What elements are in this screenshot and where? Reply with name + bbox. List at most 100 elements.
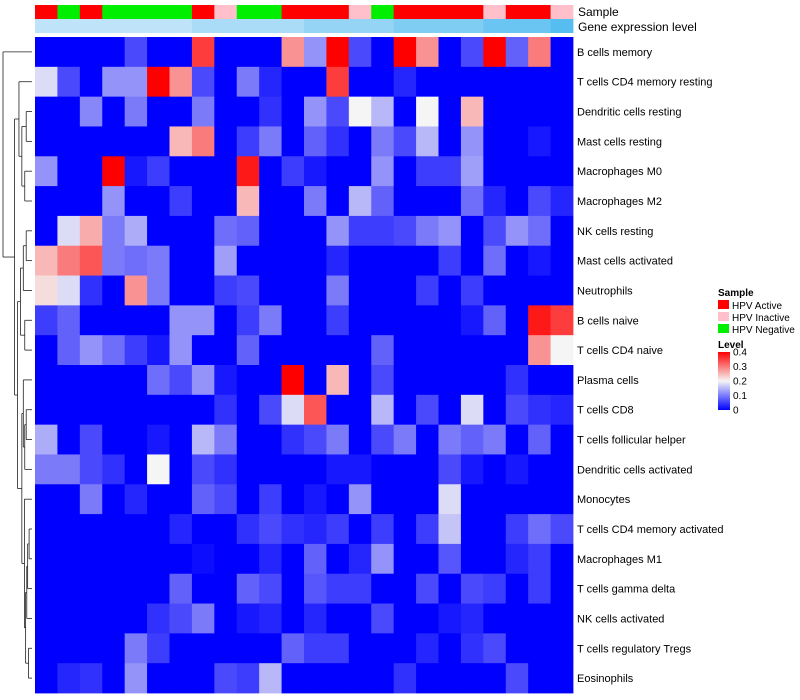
- heatmap-cell: [438, 484, 462, 515]
- heatmap-cell: [460, 514, 484, 545]
- heatmap-cell: [371, 66, 395, 98]
- heatmap-cell: [147, 66, 170, 98]
- heatmap-cell: [191, 573, 215, 604]
- heatmap-cell: [326, 663, 350, 694]
- heatmap-cell: [393, 663, 417, 694]
- heatmap-cell: [348, 96, 372, 127]
- heatmap-cell: [371, 335, 395, 366]
- heatmap-cell: [505, 663, 529, 694]
- heatmap-cell: [505, 96, 529, 127]
- heatmap-cell: [124, 335, 148, 366]
- heatmap-cell: [416, 543, 439, 575]
- heatmap-cell: [214, 245, 238, 276]
- heatmap-cell: [483, 394, 507, 426]
- heatmap-cell: [393, 633, 417, 664]
- heatmap-cell: [304, 66, 327, 98]
- heatmap-cell: [304, 454, 327, 485]
- row-label: Monocytes: [577, 494, 631, 506]
- heatmap-cell: [191, 305, 215, 336]
- heatmap-cell: [57, 96, 81, 127]
- row-label: T cells gamma delta: [577, 584, 676, 596]
- heatmap-cell: [35, 126, 58, 157]
- heatmap-cell: [281, 275, 305, 306]
- heatmap-cell: [169, 305, 193, 336]
- heatmap-cell: [326, 543, 350, 575]
- heatmap-cell: [169, 454, 193, 485]
- heatmap-cell: [147, 275, 170, 306]
- heatmap-cell: [102, 275, 126, 306]
- heatmap-cell: [281, 394, 305, 426]
- heatmap-cell: [147, 454, 170, 485]
- heatmap-cell: [438, 514, 462, 545]
- heatmap-cell: [371, 603, 395, 634]
- expression-annotation-cell: [79, 19, 103, 33]
- heatmap-cell: [348, 275, 372, 306]
- heatmap-cell: [483, 275, 507, 306]
- heatmap-cells: [35, 37, 574, 694]
- heatmap-cell: [348, 514, 372, 545]
- heatmap-cell: [57, 514, 81, 545]
- heatmap-cell: [79, 663, 103, 694]
- heatmap-cell: [236, 514, 260, 545]
- heatmap-cell: [57, 663, 81, 694]
- heatmap-cell: [102, 514, 126, 545]
- heatmap-cell: [438, 335, 462, 366]
- heatmap-cell: [438, 37, 462, 68]
- heatmap-cell: [460, 394, 484, 426]
- heatmap-cell: [348, 365, 372, 396]
- heatmap-cell: [35, 37, 58, 68]
- heatmap-cell: [102, 245, 126, 276]
- heatmap-cell: [550, 335, 574, 366]
- heatmap-cell: [259, 245, 282, 276]
- expression-annotation-cell: [371, 19, 395, 33]
- row-label: NK cells activated: [577, 613, 664, 625]
- heatmap-cell: [35, 156, 58, 187]
- heatmap-cell: [281, 96, 305, 127]
- heatmap-cell: [191, 543, 215, 575]
- heatmap-cell: [483, 335, 507, 366]
- heatmap-cell: [57, 484, 81, 515]
- heatmap-cell: [147, 365, 170, 396]
- heatmap-cell: [191, 514, 215, 545]
- heatmap-cell: [371, 305, 395, 336]
- heatmap-cell: [326, 514, 350, 545]
- heatmap-cell: [169, 543, 193, 575]
- heatmap-cell: [304, 484, 327, 515]
- row-labels: B cells memory T cells CD4 memory resting…: [577, 47, 724, 685]
- sample-annotation-cell: [147, 5, 170, 19]
- heatmap-cell: [438, 126, 462, 157]
- sample-annotation-cell: [281, 5, 305, 19]
- heatmap-cell: [169, 663, 193, 694]
- heatmap-cell: [460, 663, 484, 694]
- heatmap-cell: [147, 514, 170, 545]
- heatmap-cell: [326, 275, 350, 306]
- heatmap-cell: [57, 573, 81, 604]
- heatmap-cell: [124, 365, 148, 396]
- expression-annotation-cell: [57, 19, 81, 33]
- heatmap-cell: [528, 37, 551, 68]
- heatmap-cell: [35, 365, 58, 396]
- heatmap-cell: [57, 126, 81, 157]
- heatmap-cell: [236, 66, 260, 98]
- heatmap-cell: [79, 96, 103, 127]
- sample-annotation-cell: [236, 5, 260, 19]
- heatmap-cell: [102, 603, 126, 634]
- row-label: T cells CD8: [577, 405, 634, 417]
- heatmap-cell: [416, 275, 439, 306]
- heatmap-cell: [348, 394, 372, 426]
- expression-annotation-cell: [416, 19, 439, 33]
- heatmap-cell: [281, 424, 305, 455]
- heatmap-cell: [35, 663, 58, 694]
- row-label: B cells naive: [577, 315, 639, 327]
- heatmap-cell: [102, 543, 126, 575]
- heatmap-cell: [102, 663, 126, 694]
- heatmap-cell: [348, 424, 372, 455]
- heatmap-cell: [281, 633, 305, 664]
- heatmap-cell: [348, 66, 372, 98]
- heatmap-cell: [281, 514, 305, 545]
- level-colorbar: [718, 352, 730, 410]
- heatmap-cell: [214, 603, 238, 634]
- heatmap-cell: [416, 126, 439, 157]
- heatmap-cell: [57, 156, 81, 187]
